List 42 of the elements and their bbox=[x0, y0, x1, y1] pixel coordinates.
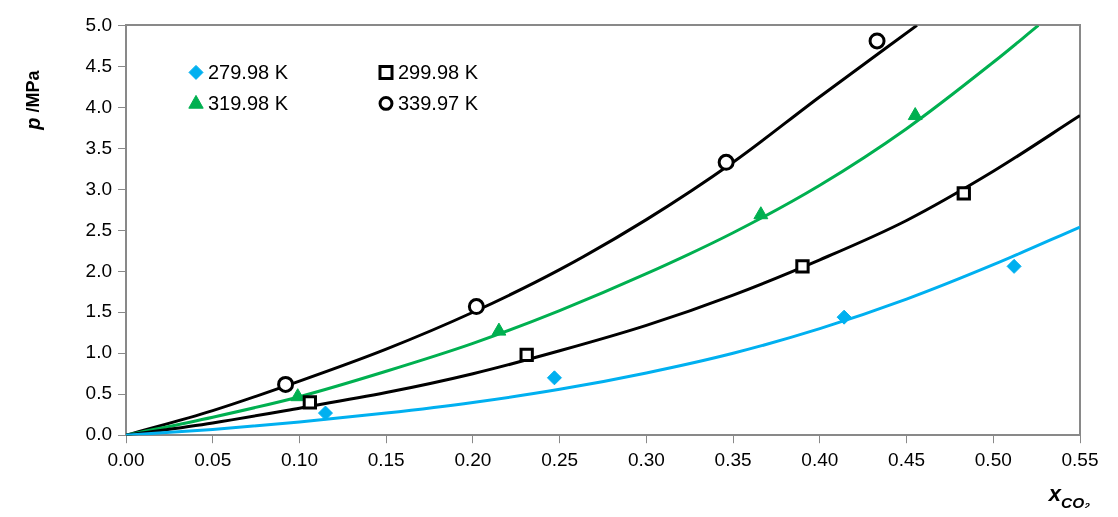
legend-label: 279.98 K bbox=[208, 60, 289, 83]
y-tick-label: 3.0 bbox=[85, 177, 112, 199]
point bbox=[956, 186, 971, 201]
x-tick-label: 0.45 bbox=[888, 448, 926, 470]
point bbox=[907, 107, 923, 121]
x-tick-label: 0.10 bbox=[280, 448, 318, 470]
legend-label: 319.98 K bbox=[208, 91, 289, 114]
y-tick-label: 0.0 bbox=[85, 423, 112, 445]
point bbox=[836, 309, 852, 325]
x-tick-label: 0.30 bbox=[627, 448, 665, 470]
x-tick-label: 0.40 bbox=[801, 448, 839, 470]
x-tick-label: 0.15 bbox=[367, 448, 405, 470]
x-tick-label: 0.05 bbox=[194, 448, 232, 470]
point bbox=[277, 375, 295, 393]
x-tick-label: 0.50 bbox=[974, 448, 1012, 470]
x-tick-label: 0.35 bbox=[714, 448, 752, 470]
y-tick-label: 3.5 bbox=[85, 136, 112, 158]
x-tick-label: 0.20 bbox=[454, 448, 492, 470]
x-tick-label: 0.25 bbox=[541, 448, 579, 470]
y-tick-label: 5.0 bbox=[85, 13, 112, 35]
point bbox=[753, 206, 769, 220]
y-tick-label: 1.0 bbox=[85, 341, 112, 363]
point bbox=[1006, 258, 1022, 274]
point bbox=[868, 32, 886, 50]
y-tick-label: 1.5 bbox=[85, 300, 112, 322]
legend-label: 299.98 K bbox=[398, 60, 479, 83]
y-tick-label: 2.0 bbox=[85, 259, 112, 281]
point bbox=[491, 322, 507, 336]
point bbox=[717, 153, 735, 171]
point bbox=[302, 395, 318, 410]
y-tick-label: 0.5 bbox=[85, 382, 112, 404]
y-tick-label: 2.5 bbox=[85, 218, 112, 240]
y-axis-title: p /MPa bbox=[21, 69, 44, 131]
x-tick-label: 0.00 bbox=[107, 448, 145, 470]
x-tick-label: 0.55 bbox=[1061, 448, 1099, 470]
legend-label: 339.97 K bbox=[398, 91, 479, 114]
point bbox=[546, 370, 562, 386]
point bbox=[795, 259, 810, 274]
point bbox=[467, 298, 485, 316]
y-tick-label: 4.0 bbox=[85, 95, 112, 117]
y-tick-label: 4.5 bbox=[85, 54, 112, 76]
point bbox=[519, 347, 534, 363]
